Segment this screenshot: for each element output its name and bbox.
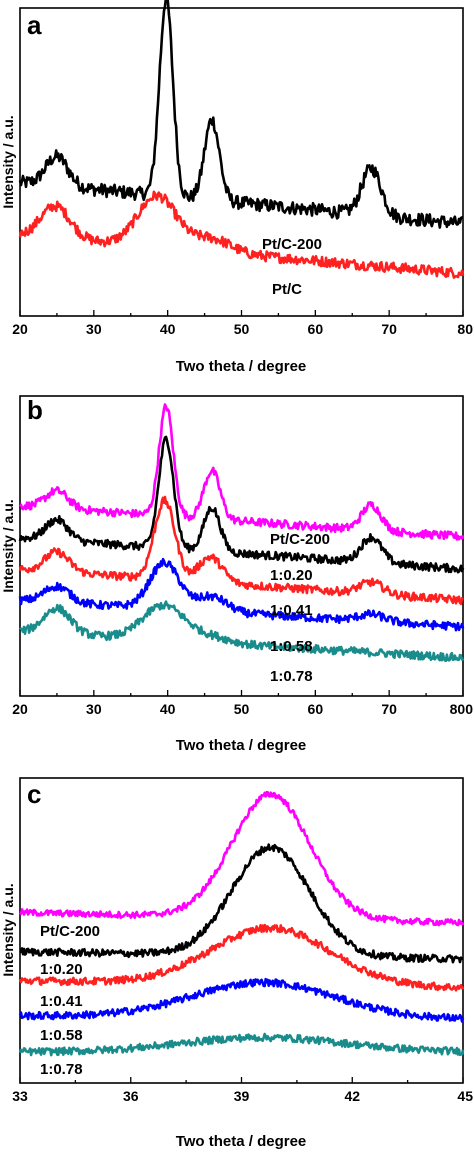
x-tick-label: 20 — [12, 321, 28, 337]
series-line-1-0-20 — [18, 435, 465, 574]
x-tick-label: 70 — [381, 701, 397, 717]
panel-b: b Two theta / degree Intensity / a.u. 20… — [0, 395, 473, 754]
panel-a-x-axis-label: Two theta / degree — [176, 358, 307, 375]
panel-c-series-label-1-041: 1:0.41 — [40, 993, 83, 1010]
series-line-pt-c-200 — [19, 790, 465, 927]
panel-b-curves — [18, 403, 465, 663]
x-tick-label: 30 — [86, 701, 102, 717]
x-tick-label: 20 — [12, 701, 28, 717]
x-tick-label: 800 — [450, 701, 474, 717]
x-tick-label: 30 — [86, 321, 102, 337]
panel-c-series-label-1-058: 1:0.58 — [40, 1027, 83, 1044]
series-line-1-0-41 — [18, 923, 465, 992]
panel-a-series-label-pt-c: Pt/C — [272, 281, 302, 298]
panel-c-y-axis-label: Intensity / a.u. — [0, 883, 16, 976]
series-line-pt-c — [18, 190, 465, 279]
panel-a-x-ticks: 20 30 40 50 60 70 80 — [12, 310, 473, 337]
panel-a-curves — [18, 0, 465, 279]
panel-b-series-label-1-020: 1:0.20 — [270, 567, 313, 584]
panel-c-series-label-1-078: 1:0.78 — [40, 1061, 83, 1078]
panel-b-y-axis-label: Intensity / a.u. — [0, 499, 16, 592]
series-line-pt-c-200 — [18, 0, 464, 229]
x-tick-label: 60 — [308, 321, 324, 337]
panel-a: a Two theta / degree Intensity / a.u. 20… — [0, 0, 473, 375]
panel-b-series-label-1-058: 1:0.58 — [270, 638, 313, 655]
series-line-1-0-58 — [18, 977, 465, 1023]
x-tick-label: 42 — [344, 1088, 360, 1104]
x-tick-label: 39 — [234, 1088, 250, 1104]
panel-c-series-label-pt-c-200: Pt/C-200 — [40, 923, 100, 940]
x-tick-label: 50 — [234, 701, 250, 717]
series-line-1-0-58 — [18, 557, 465, 632]
panel-b-letter: b — [27, 395, 43, 425]
panel-a-y-axis-label: Intensity / a.u. — [0, 115, 16, 208]
panel-a-series-label-pt-c-200: Pt/C-200 — [262, 236, 322, 253]
series-line-1-0-20 — [19, 843, 464, 964]
panel-c-x-axis-label: Two theta / degree — [176, 1133, 307, 1150]
x-tick-label: 40 — [160, 321, 176, 337]
series-line-1-0-41 — [18, 495, 464, 606]
x-tick-label: 33 — [12, 1088, 28, 1104]
x-tick-label: 50 — [234, 321, 250, 337]
x-tick-label: 60 — [308, 701, 324, 717]
panel-b-x-axis-label: Two theta / degree — [176, 737, 307, 754]
panel-c-curves — [18, 790, 465, 1057]
panel-c-x-ticks: 33 36 39 42 45 — [12, 1077, 473, 1104]
series-line-1-0-78 — [19, 600, 465, 663]
panel-c-letter: c — [27, 779, 41, 809]
x-tick-label: 36 — [123, 1088, 139, 1104]
series-line-pt-c-200 — [19, 403, 465, 541]
panel-b-series-label-1-041: 1:0.41 — [270, 602, 313, 619]
x-tick-label: 45 — [457, 1088, 473, 1104]
panel-b-series-label-pt-c-200: Pt/C-200 — [270, 531, 330, 548]
x-tick-label: 80 — [457, 321, 473, 337]
x-tick-label: 40 — [160, 701, 176, 717]
x-tick-label: 70 — [381, 321, 397, 337]
panel-b-x-ticks: 20 30 40 50 60 70 800 — [12, 690, 473, 717]
panel-c: c Two theta / degree Intensity / a.u. 33… — [0, 777, 473, 1150]
panel-c-series-label-1-020: 1:0.20 — [40, 961, 83, 978]
panel-a-letter: a — [27, 10, 42, 40]
series-line-1-0-78 — [18, 1032, 465, 1057]
panel-b-series-label-1-078: 1:0.78 — [270, 668, 313, 685]
